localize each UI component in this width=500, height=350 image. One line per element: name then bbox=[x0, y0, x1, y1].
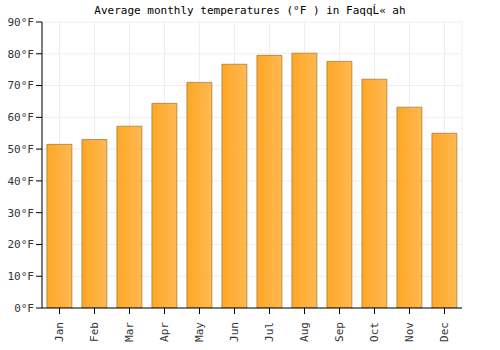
svg-text:80°F: 80°F bbox=[8, 48, 34, 61]
svg-text:90°F: 90°F bbox=[8, 16, 34, 29]
svg-text:Feb: Feb bbox=[88, 322, 101, 342]
svg-text:40°F: 40°F bbox=[8, 175, 34, 188]
svg-text:Apr: Apr bbox=[158, 322, 171, 342]
svg-text:Dec: Dec bbox=[438, 322, 451, 342]
svg-text:Sep: Sep bbox=[333, 322, 346, 342]
svg-text:Jun: Jun bbox=[228, 322, 241, 342]
svg-text:Jul: Jul bbox=[263, 322, 276, 342]
svg-text:Jan: Jan bbox=[53, 322, 66, 342]
svg-text:60°F: 60°F bbox=[8, 111, 34, 124]
html-text:Average monthly temperatures (: Average monthly temperatures (°F ) in Fa… bbox=[94, 4, 406, 17]
svg-text:Nov: Nov bbox=[403, 322, 416, 342]
svg-text:30°F: 30°F bbox=[8, 207, 34, 220]
svg-text:Oct: Oct bbox=[368, 322, 381, 342]
svg-text:0°F: 0°F bbox=[14, 302, 34, 315]
svg-text:20°F: 20°F bbox=[8, 238, 34, 251]
svg-text:Aug: Aug bbox=[298, 322, 311, 342]
svg-text:May: May bbox=[193, 322, 206, 342]
svg-text:Mar: Mar bbox=[123, 322, 136, 342]
svg-text:50°F: 50°F bbox=[8, 143, 34, 156]
svg-text:70°F: 70°F bbox=[8, 79, 34, 92]
svg-text:10°F: 10°F bbox=[8, 270, 34, 283]
